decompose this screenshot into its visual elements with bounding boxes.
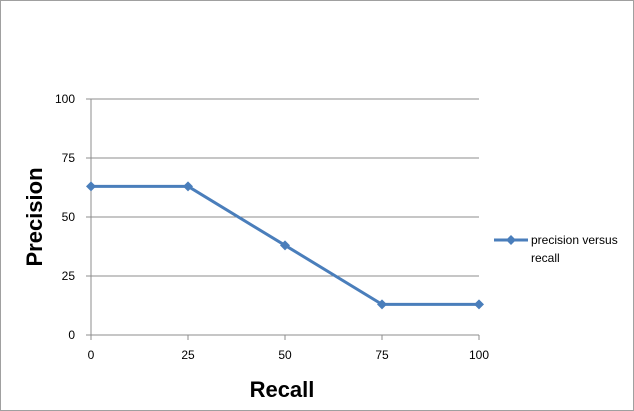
data-point-0-2 [280, 240, 290, 251]
data-point-0-4 [474, 299, 484, 310]
x-tick-label-75: 75 [375, 348, 389, 362]
y-tick-labels: 0 25 50 75 100 [55, 92, 75, 342]
x-tick-label-50: 50 [278, 348, 292, 362]
data-point-0-3 [377, 299, 387, 310]
axes [90, 99, 480, 340]
y-tick-label-25: 25 [62, 269, 76, 283]
y-axis-title: Precision [22, 167, 47, 266]
x-axis-title: Recall [250, 377, 315, 402]
y-tick-label-75: 75 [62, 151, 76, 165]
y-tick-label-0: 0 [68, 328, 75, 342]
legend-label-line-2: recall [531, 251, 560, 265]
x-tick-label-100: 100 [469, 348, 489, 362]
y-tick-label-50: 50 [62, 210, 76, 224]
legend-marker-swatch [506, 235, 516, 245]
gridlines [86, 98, 479, 336]
legend-label-line-1: precision versus [531, 233, 618, 247]
y-tick-label-100: 100 [55, 92, 75, 106]
data-point-0-1 [183, 181, 193, 192]
legend: precision versus recall [494, 233, 618, 265]
data-point-0-0 [86, 181, 96, 192]
x-tick-label-0: 0 [88, 348, 95, 362]
x-tick-labels: 0 25 50 75 100 [88, 348, 490, 362]
x-tick-label-25: 25 [181, 348, 195, 362]
series-group [86, 181, 484, 310]
